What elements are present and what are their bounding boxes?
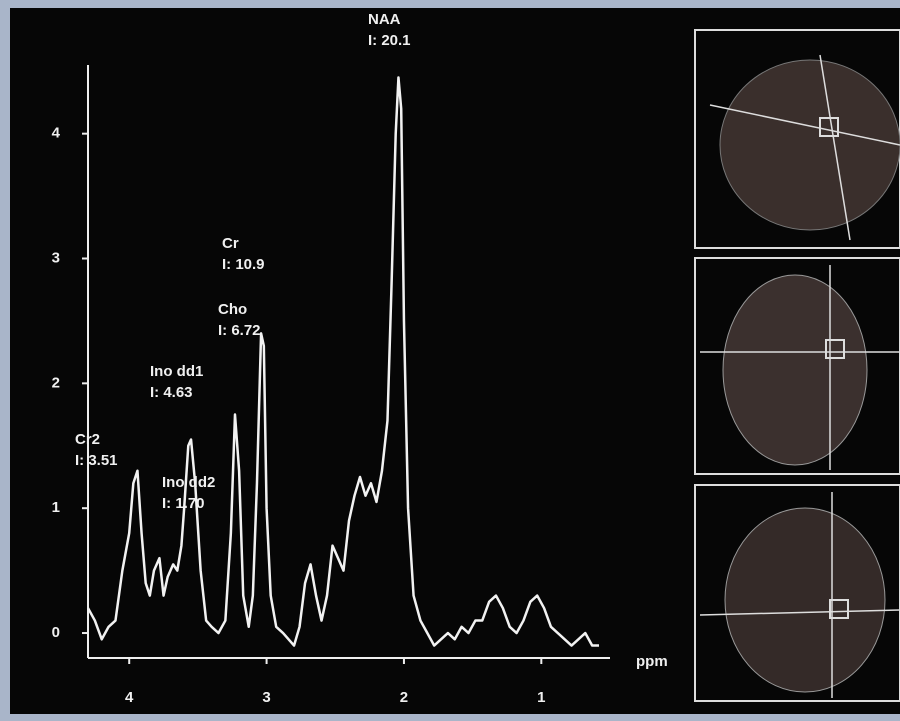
y-tick-label: 0 <box>52 624 60 641</box>
y-tick-label: 4 <box>52 125 61 142</box>
peak-name: Cr2 <box>75 431 100 448</box>
x-axis-label: ppm <box>636 653 668 670</box>
screen: ppm 0 1 2 3 4 4 3 2 1 NAA I: 20.1 Cr I: 10.9 Cho I: 6.… <box>0 0 900 721</box>
y-tick-label: 2 <box>52 374 60 391</box>
x-tick-label: 1 <box>537 689 545 706</box>
y-tick-label: 3 <box>52 249 60 266</box>
y-tick-label: 1 <box>52 499 60 516</box>
peak-name: Cr <box>222 235 239 252</box>
x-tick-label: 4 <box>125 689 134 706</box>
peak-name: Ino dd1 <box>150 363 203 380</box>
peak-integral: I: 10.9 <box>222 256 265 273</box>
peak-name: Cho <box>218 301 247 318</box>
peak-name: Ino dd2 <box>162 474 215 491</box>
peak-integral: I: 6.72 <box>218 322 261 339</box>
peak-name: NAA <box>368 11 401 28</box>
peak-integral: I: 20.1 <box>368 32 411 49</box>
peak-integral: I: 1.70 <box>162 495 205 512</box>
x-tick-label: 2 <box>400 689 408 706</box>
peak-integral: I: 3.51 <box>75 452 118 469</box>
peak-integral: I: 4.63 <box>150 384 193 401</box>
x-tick-label: 3 <box>262 689 270 706</box>
